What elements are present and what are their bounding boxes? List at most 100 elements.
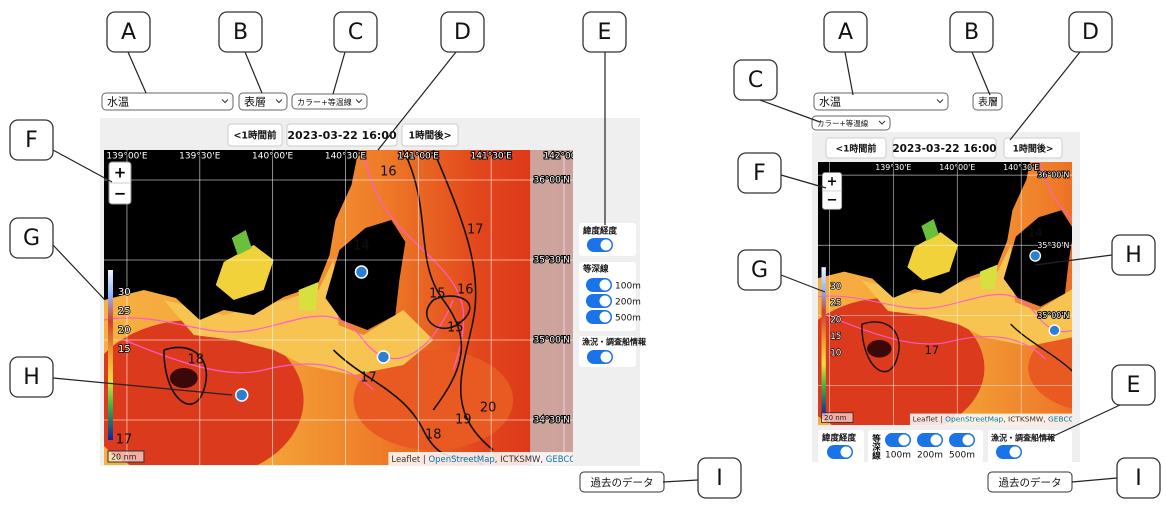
lat-label: 36°00'N xyxy=(533,175,570,185)
dropdown-text: カラー+等温線 xyxy=(817,118,869,128)
lon-label: 139°00'E xyxy=(106,151,147,161)
button[interactable]: <1時間前 xyxy=(228,124,282,146)
dropdown[interactable]: 水温 xyxy=(814,93,948,110)
vessel-marker[interactable] xyxy=(377,351,389,363)
past-data-text[interactable]: 過去のデータ xyxy=(591,476,654,489)
toggle-knob xyxy=(1010,447,1021,458)
depth-label: 200m xyxy=(615,298,641,308)
callout-letter: F xyxy=(25,128,38,153)
depth-label: 100m xyxy=(615,282,641,292)
dropdown[interactable]: 水温 xyxy=(102,93,233,110)
panel-label: 緯度経度 xyxy=(822,433,857,444)
callout-line xyxy=(53,245,105,300)
toggle[interactable] xyxy=(586,278,612,292)
contour-label: 18 xyxy=(425,427,441,442)
button[interactable]: 1時間後> xyxy=(402,124,458,146)
depth-label: 500m xyxy=(615,314,641,324)
toggle[interactable] xyxy=(949,433,975,447)
button[interactable]: <1時間前 xyxy=(826,138,886,158)
button-text: 1時間後> xyxy=(1013,143,1054,155)
callout-letter: H xyxy=(1125,243,1142,268)
dropdown-text: 水温 xyxy=(819,96,841,109)
callout-letter: E xyxy=(1127,373,1141,398)
callout-line xyxy=(663,480,698,482)
callout-line xyxy=(972,52,990,95)
lon-label: 141°00'E xyxy=(398,151,439,161)
vessel-marker[interactable] xyxy=(1030,251,1041,262)
dropdown[interactable]: カラー+等温線 xyxy=(292,94,367,109)
colorbar-label: 10 xyxy=(830,349,841,359)
lat-label: 36°00'N xyxy=(1037,171,1069,180)
vessel-marker[interactable] xyxy=(355,266,367,278)
screenshot: 水温表層カラー+等温線<1時間前2023-03-22 16:001時間後>139… xyxy=(0,0,1166,502)
lat-label: 34°30'N xyxy=(533,415,570,425)
contour-label: 15 xyxy=(429,286,445,301)
callout-line xyxy=(1072,478,1117,482)
contour-label: 16 xyxy=(457,282,473,297)
dropdown[interactable]: カラー+等温線 xyxy=(812,116,890,130)
scale-text: 20 nm xyxy=(824,413,847,422)
dropdown-text: 水温 xyxy=(107,96,129,109)
attribution-part: Leaflet xyxy=(391,454,421,464)
button[interactable]: 1時間後> xyxy=(1004,138,1062,158)
toggle-knob xyxy=(931,435,942,446)
colorbar-label: 25 xyxy=(830,299,841,309)
attribution: Leaflet | OpenStreetMap, ICTKSMW, GEBCO xyxy=(913,415,1075,424)
zoom-in[interactable]: + xyxy=(114,163,127,181)
toggle-knob xyxy=(600,312,611,323)
colorbar-label: 30 xyxy=(118,287,131,298)
toggle[interactable] xyxy=(586,310,612,324)
colorbar-label: 25 xyxy=(118,306,131,317)
attribution-part: , ICTKSMW, xyxy=(1003,415,1048,424)
toggle-knob xyxy=(601,352,612,363)
zoom-out[interactable]: − xyxy=(114,184,127,202)
colorbar-label: 15 xyxy=(118,344,131,355)
panel-label: 漁況・調査船情報 xyxy=(991,433,1056,443)
toggle[interactable] xyxy=(586,294,612,308)
eddy xyxy=(170,368,198,388)
callout-line xyxy=(128,52,146,93)
dropdown-text: 表層 xyxy=(244,95,266,109)
dropdown[interactable]: 表層 xyxy=(239,93,287,110)
colorbar-label: 20 xyxy=(118,325,131,336)
attribution-part: | xyxy=(938,415,945,424)
button-text: <1時間前 xyxy=(836,143,877,155)
callout-letter: I xyxy=(716,466,723,491)
vessel-marker[interactable] xyxy=(236,389,248,401)
button[interactable]: 2023-03-22 16:00 xyxy=(892,138,996,158)
zoom-out[interactable]: − xyxy=(827,193,838,208)
vessel-marker[interactable] xyxy=(1049,325,1060,336)
toggle[interactable] xyxy=(996,445,1022,459)
zoom-in[interactable]: + xyxy=(827,175,838,190)
lon-label: 139°30'E xyxy=(179,151,220,161)
toggle[interactable] xyxy=(827,445,853,459)
colorbar-label: 15 xyxy=(830,332,841,342)
lat-label: 35°30'N xyxy=(533,255,570,265)
lon-label: 140°00'E xyxy=(252,151,293,161)
toggle[interactable] xyxy=(917,433,943,447)
callout-letter: A xyxy=(121,20,136,45)
button[interactable]: 2023-03-22 16:00 xyxy=(287,124,397,146)
callout-line xyxy=(845,52,853,95)
callout-letter: G xyxy=(23,226,40,251)
button-text: <1時間前 xyxy=(233,130,277,142)
toggle-knob xyxy=(600,280,611,291)
attribution-part: OpenStreetMap xyxy=(945,415,1003,424)
callout-letter: B xyxy=(233,20,248,45)
colorbar-label: 20 xyxy=(830,315,841,325)
lon-label: 140°30'E xyxy=(1003,163,1039,172)
callout-line xyxy=(1010,52,1080,140)
contour-label: 17 xyxy=(925,343,939,357)
panel-label: 等深線 xyxy=(582,264,609,275)
dropdown[interactable]: 表層 xyxy=(973,93,1002,110)
depth-label: 500m xyxy=(949,451,975,461)
contour-label: 19 xyxy=(455,412,471,427)
toggle[interactable] xyxy=(587,350,613,364)
lat-label: 35°00'N xyxy=(533,335,570,345)
toggle[interactable] xyxy=(587,238,613,252)
toggle[interactable] xyxy=(885,433,911,447)
callout-letter: B xyxy=(964,20,979,45)
past-data-text[interactable]: 過去のデータ xyxy=(999,476,1062,489)
